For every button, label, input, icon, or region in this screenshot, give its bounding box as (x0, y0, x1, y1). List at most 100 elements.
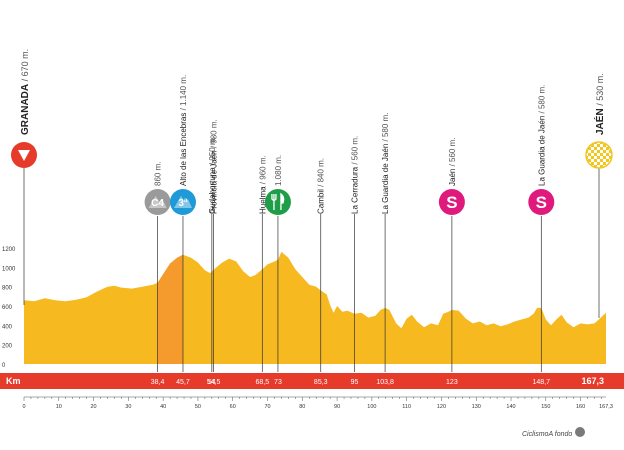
x-tick-label: 80 (299, 404, 305, 410)
point-badge (264, 189, 291, 215)
y-tick-label: 0 (2, 363, 6, 369)
x-tick-label: 110 (402, 404, 411, 410)
point-altitude: / 560 m. (448, 138, 457, 169)
point-label: Gudahortuna / 950 m. (208, 136, 217, 214)
km-bar-label: Km (6, 376, 21, 386)
y-tick-label: 1200 (2, 247, 16, 253)
mountain-icon (173, 196, 192, 208)
point-km-label: 85,3 (314, 379, 328, 386)
point-altitude: 1.080 m. (274, 155, 283, 186)
x-tick-label: 130 (472, 404, 481, 410)
watermark-logo: CiclismoA fondo (522, 431, 572, 438)
point-km-label: 123 (446, 379, 458, 386)
start-altitude: / 670 m. (20, 49, 30, 84)
point-altitude: / 980 m. (210, 119, 219, 150)
point-altitude: / 580 m. (537, 85, 546, 116)
y-tick-label: 800 (2, 286, 13, 292)
y-tick-label: 200 (2, 344, 13, 350)
point-km-label: 103,8 (376, 379, 394, 386)
point-name: Gudahortuna (208, 167, 217, 214)
start-arrow-icon (18, 150, 30, 161)
x-tick-label: 120 (437, 404, 446, 410)
climb-highlight-area (157, 254, 183, 364)
point-badge: S (438, 189, 465, 215)
point-altitude: / 580 m. (381, 113, 390, 144)
point-altitude: / 840 m. (317, 158, 326, 189)
start-label: GRANADA / 670 m. (20, 49, 31, 135)
point-badge: S (528, 189, 555, 215)
x-tick-label: 30 (125, 404, 131, 410)
point-altitude: / 950 m. (208, 136, 217, 167)
climb-category-label: 3ª (178, 198, 188, 209)
point-label: 1.080 m. (274, 155, 283, 186)
point-name: La Guardia de Jaén (537, 116, 546, 186)
start-name: GRANADA (20, 84, 31, 135)
point-label: Alto de las Encebras / 1.140 m. (179, 75, 188, 186)
point-name: Huelma (258, 186, 267, 214)
elevation-profile-area (24, 251, 606, 364)
point-km-label: 68,5 (255, 379, 269, 386)
x-tick-label: 160 (576, 404, 585, 410)
point-altitude: 860 m. (154, 162, 163, 186)
x-tick-label: 70 (264, 404, 270, 410)
point-km-label: 54,5 (207, 379, 221, 386)
point-name: La Guardia de Jaén (381, 144, 390, 214)
badge-circle (438, 189, 465, 215)
point-km-label: 148,7 (533, 379, 551, 386)
x-tick-label: 0 (22, 404, 25, 410)
point-label: La Guardia de Jaén / 580 m. (381, 113, 390, 214)
point-label: La Cerradura / 560 m. (350, 136, 359, 214)
point-label: Cambil / 840 m. (317, 158, 326, 214)
point-name: Alto de las Encebras (179, 113, 188, 186)
badge-circle (169, 189, 196, 215)
point-km-label: 54 (208, 379, 216, 386)
point-name: La Cerradura (350, 166, 359, 214)
x-tick-label: 10 (56, 404, 62, 410)
finish-label: JAÉN / 530 m. (593, 73, 606, 135)
point-altitude: / 560 m. (350, 136, 359, 167)
point-km-label: 95 (351, 379, 359, 386)
x-tick-label: 140 (506, 404, 515, 410)
finish-flag-icon (585, 141, 613, 169)
point-altitude: / 960 m. (258, 155, 267, 186)
point-km-label: 73 (274, 379, 282, 386)
x-tick-label: 50 (195, 404, 201, 410)
knife-icon (280, 192, 285, 210)
point-name: Provincia de Jaén (210, 150, 219, 214)
x-tick-label: 20 (91, 404, 97, 410)
fork-icon (271, 194, 277, 210)
point-label: Jaén / 560 m. (448, 138, 457, 186)
sprint-badge-label: S (536, 193, 547, 212)
point-label: Huelma / 960 m. (258, 155, 267, 214)
mountain-icon (148, 196, 167, 208)
x-tick-label: 90 (334, 404, 340, 410)
point-km-label: 45,7 (176, 379, 190, 386)
point-label: 860 m. (154, 162, 163, 186)
point-label: La Guardia de Jaén / 580 m. (537, 85, 546, 186)
x-tick-label: 40 (160, 404, 166, 410)
climb-category-label: C4 (151, 198, 164, 209)
point-km-label: 167,3 (581, 376, 604, 386)
badge-circle (144, 189, 171, 215)
y-tick-label: 600 (2, 305, 13, 311)
point-badge: C4 (144, 189, 171, 215)
badge-circle (264, 189, 291, 215)
point-badge: 3ª (169, 189, 196, 215)
point-altitude: / 1.140 m. (179, 75, 188, 113)
x-tick-label: 60 (230, 404, 236, 410)
x-tick-label: 150 (541, 404, 550, 410)
point-name: Jaén (448, 169, 457, 186)
point-km-label: 38,4 (151, 379, 165, 386)
km-bar (0, 373, 624, 389)
x-tick-label: 167,3 (599, 404, 613, 410)
point-label: Provincia de Jaén / 980 m. (210, 119, 219, 214)
watermark-emblem-icon (575, 427, 585, 437)
x-tick-label: 100 (367, 404, 376, 410)
sprint-badge-label: S (446, 193, 457, 212)
y-tick-label: 1000 (2, 266, 16, 272)
y-tick-label: 400 (2, 324, 13, 330)
badge-circle (528, 189, 555, 215)
point-name: Cambil (317, 189, 326, 214)
finish-altitude: / 530 m. (595, 73, 605, 108)
finish-name: JAÉN (593, 108, 606, 135)
